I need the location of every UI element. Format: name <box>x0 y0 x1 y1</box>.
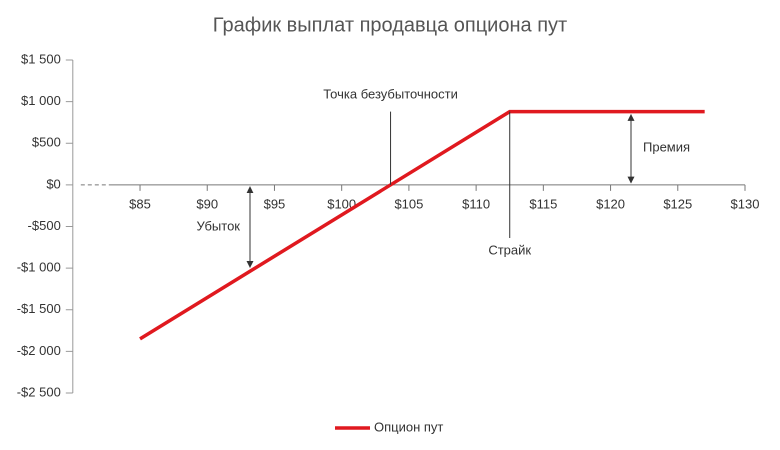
y-tick-label: -$2 500 <box>17 384 61 399</box>
x-tick-label: $95 <box>264 196 286 211</box>
breakeven-label: Точка безубыточности <box>323 86 458 101</box>
strike-label: Страйк <box>488 242 531 257</box>
x-tick-label: $125 <box>663 196 692 211</box>
x-tick-label: $110 <box>462 196 490 211</box>
x-tick-label: $100 <box>327 196 356 211</box>
x-tick-label: $120 <box>596 196 625 211</box>
y-tick-label: $0 <box>46 176 60 191</box>
y-tick-label: $1 500 <box>21 51 61 66</box>
y-tick-label: -$500 <box>28 218 61 233</box>
x-tick-label: $130 <box>731 196 760 211</box>
x-tick-label: $115 <box>529 196 557 211</box>
chart-title: График выплат продавца опциона пут <box>213 14 567 36</box>
x-tick-label: $105 <box>394 196 423 211</box>
x-tick-label: $90 <box>196 196 218 211</box>
y-tick-label: -$2 000 <box>17 343 61 358</box>
x-tick-label: $85 <box>129 196 151 211</box>
y-tick-label: $1 000 <box>21 93 61 108</box>
y-tick-label: -$1 000 <box>17 260 61 275</box>
premium-label: Премия <box>643 139 690 154</box>
y-tick-label: $500 <box>32 135 61 150</box>
loss-label: Убыток <box>197 218 241 233</box>
y-tick-label: -$1 500 <box>17 301 61 316</box>
legend-label: Опцион пут <box>374 419 443 434</box>
